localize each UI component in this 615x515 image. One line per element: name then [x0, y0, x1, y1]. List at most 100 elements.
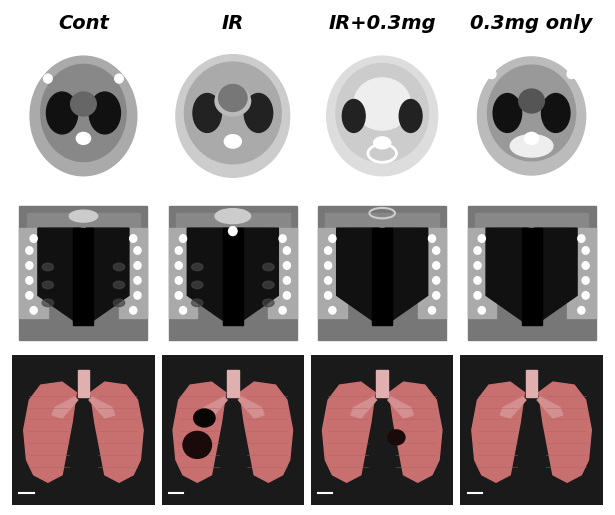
- Polygon shape: [52, 397, 77, 418]
- Bar: [20, 228, 48, 318]
- Polygon shape: [240, 382, 293, 482]
- Polygon shape: [89, 397, 115, 418]
- Text: IR+0.3mg: IR+0.3mg: [328, 14, 436, 33]
- Ellipse shape: [47, 92, 77, 134]
- Circle shape: [175, 277, 182, 284]
- Ellipse shape: [399, 99, 422, 132]
- Polygon shape: [322, 382, 375, 482]
- Circle shape: [229, 227, 237, 235]
- Circle shape: [284, 291, 290, 299]
- Circle shape: [433, 277, 440, 284]
- Circle shape: [134, 277, 141, 284]
- Circle shape: [578, 306, 585, 314]
- Circle shape: [433, 291, 440, 299]
- Circle shape: [26, 291, 33, 299]
- Ellipse shape: [193, 94, 221, 132]
- Ellipse shape: [263, 263, 274, 271]
- Ellipse shape: [263, 281, 274, 288]
- Polygon shape: [86, 228, 129, 325]
- Circle shape: [478, 306, 485, 314]
- Ellipse shape: [493, 94, 522, 132]
- Bar: [467, 228, 496, 318]
- Polygon shape: [500, 397, 526, 418]
- Circle shape: [175, 291, 182, 299]
- Bar: [376, 370, 388, 397]
- Polygon shape: [202, 397, 227, 418]
- Ellipse shape: [113, 263, 125, 271]
- Polygon shape: [389, 382, 442, 482]
- Polygon shape: [388, 397, 413, 418]
- Ellipse shape: [327, 56, 438, 176]
- Bar: [567, 228, 595, 318]
- Polygon shape: [486, 228, 529, 325]
- Ellipse shape: [41, 64, 126, 162]
- Circle shape: [429, 235, 435, 242]
- Circle shape: [325, 277, 331, 284]
- Bar: [169, 228, 197, 318]
- Bar: [526, 370, 538, 397]
- Polygon shape: [90, 382, 143, 482]
- Circle shape: [44, 74, 52, 83]
- Circle shape: [433, 247, 440, 254]
- Polygon shape: [236, 228, 279, 325]
- Circle shape: [130, 235, 137, 242]
- Circle shape: [180, 306, 186, 314]
- Ellipse shape: [215, 209, 250, 224]
- Circle shape: [130, 306, 137, 314]
- Circle shape: [582, 247, 589, 254]
- Ellipse shape: [89, 92, 121, 134]
- Ellipse shape: [76, 132, 90, 144]
- Polygon shape: [38, 228, 81, 325]
- Polygon shape: [24, 382, 76, 482]
- Circle shape: [180, 235, 186, 242]
- Circle shape: [567, 70, 576, 79]
- Ellipse shape: [336, 64, 429, 162]
- Circle shape: [582, 277, 589, 284]
- Circle shape: [582, 262, 589, 269]
- Circle shape: [134, 291, 141, 299]
- Bar: [268, 228, 297, 318]
- Ellipse shape: [218, 84, 247, 111]
- Circle shape: [474, 262, 481, 269]
- Circle shape: [582, 291, 589, 299]
- Ellipse shape: [244, 94, 272, 132]
- Circle shape: [329, 235, 336, 242]
- Bar: [119, 228, 148, 318]
- Ellipse shape: [191, 299, 203, 306]
- Polygon shape: [385, 228, 427, 325]
- Circle shape: [329, 306, 336, 314]
- Ellipse shape: [388, 430, 405, 445]
- Ellipse shape: [71, 92, 96, 116]
- Ellipse shape: [191, 281, 203, 288]
- Circle shape: [134, 247, 141, 254]
- Ellipse shape: [354, 78, 411, 130]
- Circle shape: [474, 291, 481, 299]
- Polygon shape: [336, 228, 379, 325]
- Ellipse shape: [42, 263, 54, 271]
- Ellipse shape: [42, 281, 54, 288]
- Text: IR: IR: [221, 14, 244, 33]
- Bar: [522, 228, 542, 325]
- Bar: [475, 213, 589, 265]
- Circle shape: [429, 306, 435, 314]
- Polygon shape: [188, 228, 230, 325]
- Circle shape: [175, 247, 182, 254]
- Ellipse shape: [488, 65, 576, 161]
- Ellipse shape: [176, 55, 290, 177]
- Ellipse shape: [113, 299, 125, 306]
- Bar: [176, 213, 290, 265]
- Circle shape: [115, 74, 123, 83]
- Polygon shape: [534, 228, 577, 325]
- Bar: [73, 228, 93, 325]
- Polygon shape: [351, 397, 376, 418]
- Circle shape: [284, 262, 290, 269]
- Circle shape: [175, 262, 182, 269]
- Ellipse shape: [191, 263, 203, 271]
- Circle shape: [30, 306, 37, 314]
- Circle shape: [488, 70, 496, 79]
- Circle shape: [279, 235, 286, 242]
- Ellipse shape: [542, 94, 570, 132]
- Circle shape: [433, 262, 440, 269]
- Bar: [372, 228, 392, 325]
- Bar: [77, 370, 89, 397]
